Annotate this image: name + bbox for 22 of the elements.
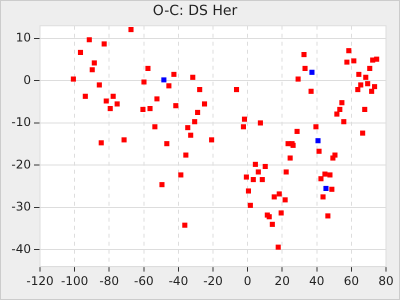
y-tick-label: 10: [16, 30, 31, 45]
y-tick-label: -20: [11, 157, 31, 172]
x-tick-label: -40: [168, 274, 188, 288]
y-tick-label: 0: [23, 72, 31, 87]
point: [323, 186, 329, 191]
point: [161, 77, 166, 82]
x-tick-label: -120: [26, 274, 54, 288]
x-tick-label: 80: [378, 274, 394, 288]
x-tick-label: 60: [344, 274, 360, 288]
x-tick-label: 40: [309, 274, 324, 288]
point: [315, 138, 321, 144]
point: [309, 70, 314, 75]
x-tick-label: -80: [99, 274, 120, 288]
x-tick-label: 0: [244, 274, 252, 288]
x-tick-label: 20: [274, 274, 290, 288]
x-tick-label: -100: [60, 274, 88, 288]
x-tick-label: -20: [203, 274, 223, 288]
y-tick-label: -40: [11, 242, 31, 256]
x-tick-label: -60: [134, 274, 154, 288]
y-tick-label: -10: [11, 115, 31, 130]
chart-title: O-C: DS Her: [152, 3, 238, 20]
y-tick-label: -30: [11, 200, 31, 214]
